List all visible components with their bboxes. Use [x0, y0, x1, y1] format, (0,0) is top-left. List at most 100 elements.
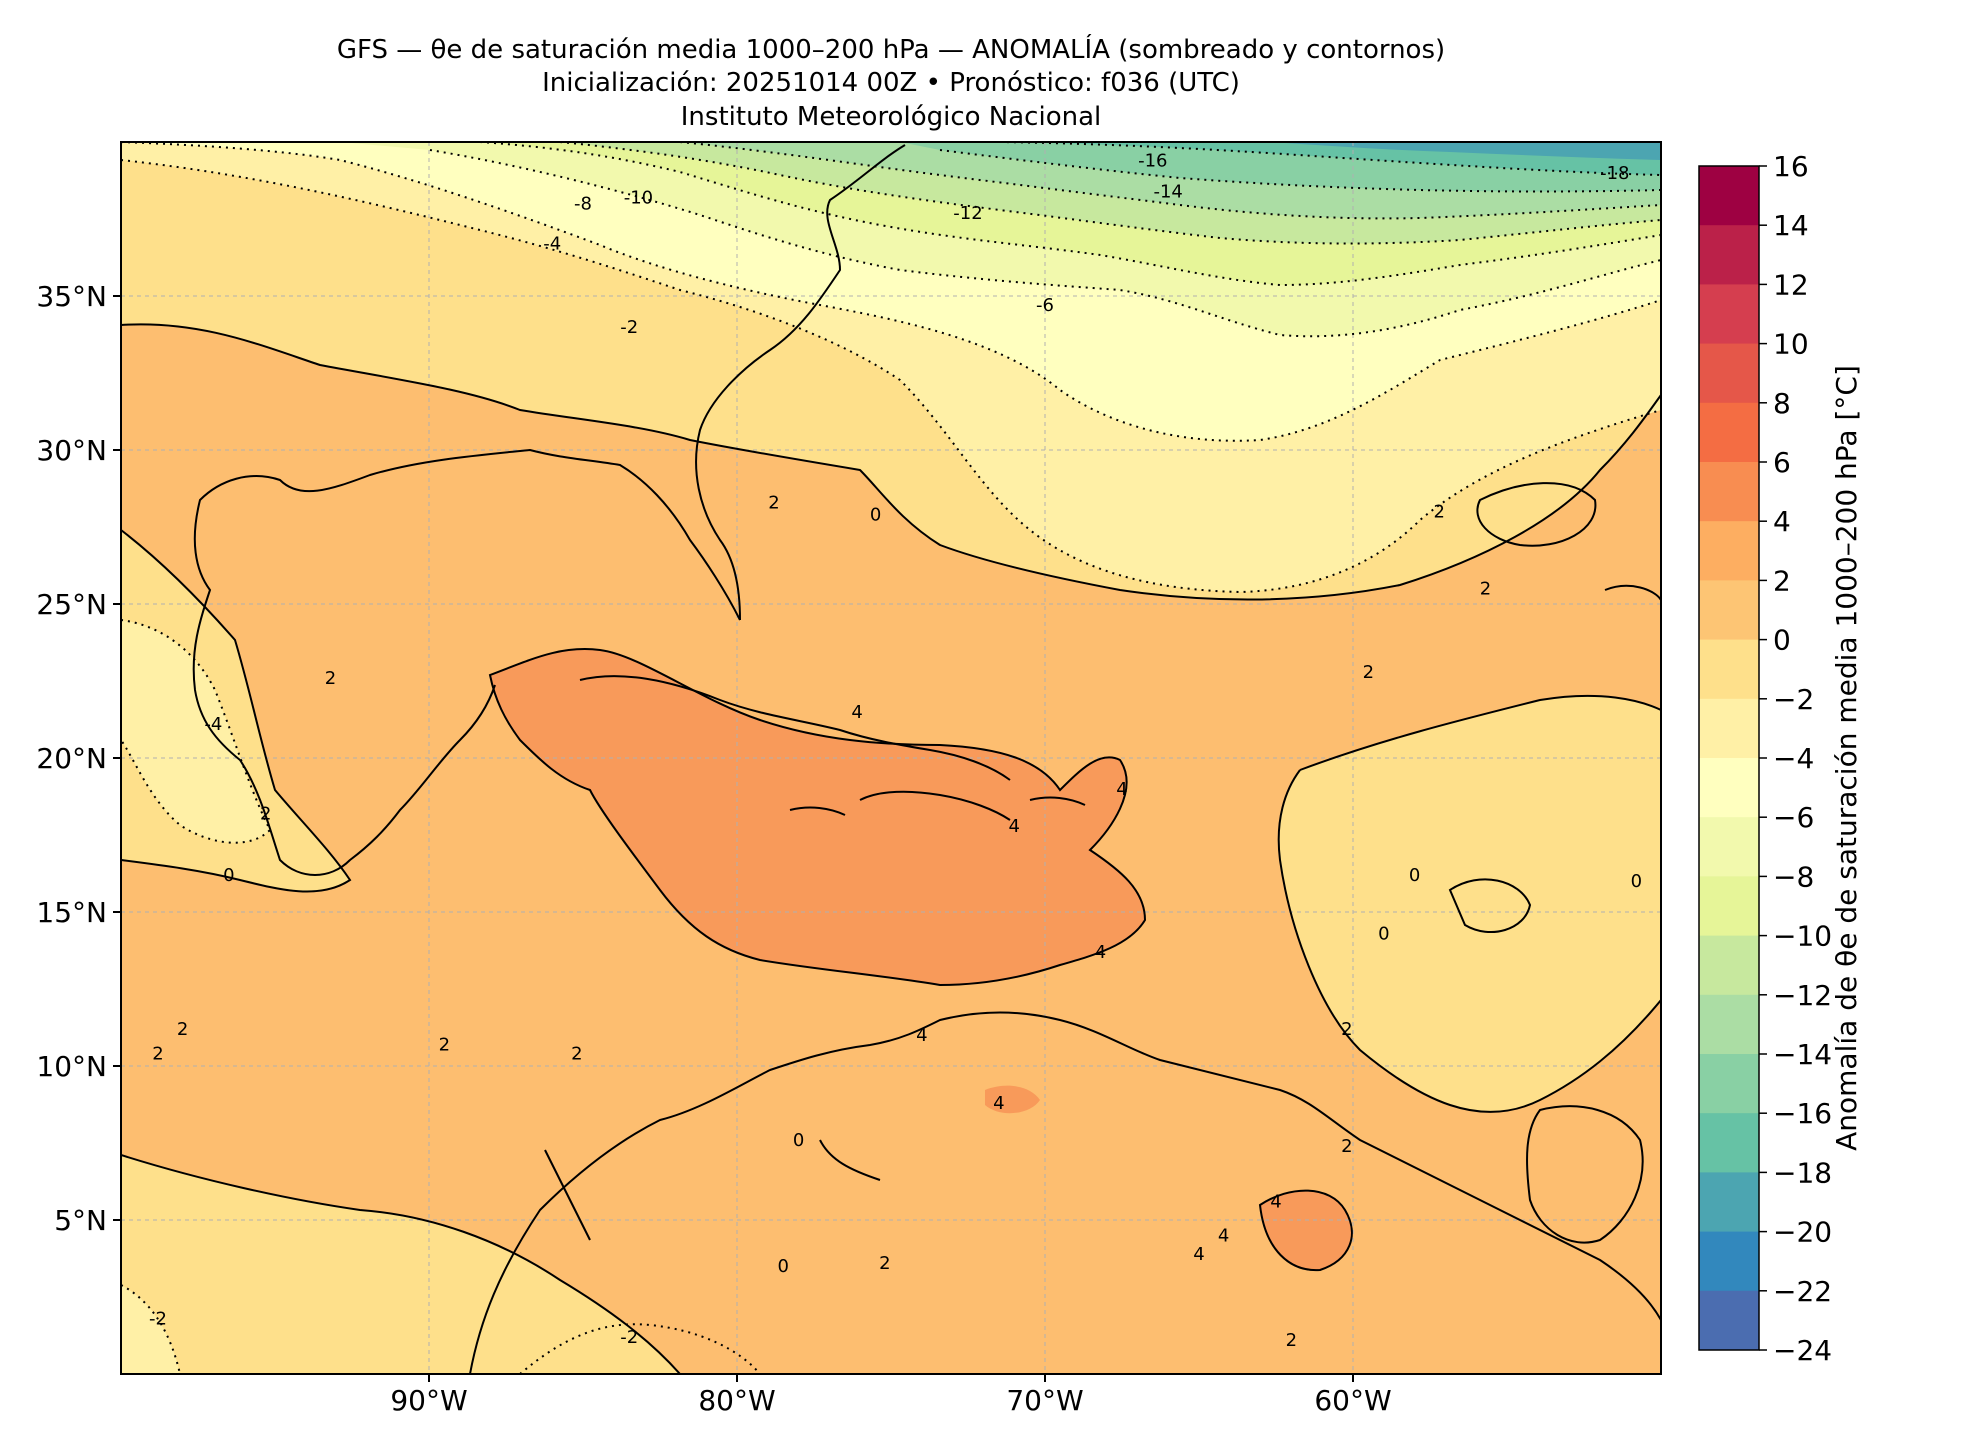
anomaly-band-neg2-0-gulf [121, 620, 270, 843]
contour-label: 4 [1218, 1225, 1229, 1246]
colorbar-tick-label: −16 [1773, 1097, 1832, 1130]
contour-label: 2 [768, 492, 779, 513]
colorbar-segment [1699, 1231, 1759, 1292]
lon-tick-labels: 90°W 80°W 70°W 60°W [390, 1384, 1391, 1417]
contour-label: -18 [1600, 163, 1629, 184]
contour-label: 4 [1008, 816, 1019, 837]
colorbar-tick-label: 14 [1773, 209, 1809, 242]
lon-tick-label: 80°W [698, 1384, 775, 1417]
contour-label: 2 [571, 1044, 582, 1065]
contour-label: -16 [1138, 150, 1167, 171]
lat-tick-labels: 35°N 30°N 25°N 20°N 15°N 10°N 5°N [36, 280, 107, 1237]
colorbar-tick-label: −6 [1773, 801, 1814, 834]
lat-tick-label: 25°N [36, 588, 107, 621]
lon-tick-label: 70°W [1006, 1384, 1083, 1417]
contour-label: -8 [574, 194, 592, 215]
contour-label: 2 [1480, 579, 1491, 600]
anomaly-band-0-2-atlantic [1278, 695, 1661, 1112]
colorbar-tick-label: −4 [1773, 742, 1814, 775]
colorbar-segment [1699, 166, 1759, 226]
contour-label: 2 [1341, 1019, 1352, 1040]
title-line-2: Inicialización: 20251014 00Z • Pronóstic… [542, 68, 1240, 98]
colorbar-segment [1699, 1113, 1759, 1173]
colorbar-segment [1699, 402, 1759, 463]
contour-label: -2 [620, 1327, 638, 1348]
map-panel: -18-16-14-12-10-8-6-4-202 2222-4204444400… [36, 141, 1662, 1417]
anomaly-band-4-6-caribbean [490, 649, 1145, 985]
colorbar-segment [1699, 935, 1759, 996]
colorbar-tick-label: −14 [1773, 1038, 1832, 1071]
contour-label: 0 [223, 865, 234, 886]
contour-label: -2 [149, 1309, 167, 1330]
contour-label: 0 [1409, 865, 1420, 886]
contour-label: 2 [325, 668, 336, 689]
contour-label: 0 [870, 505, 881, 526]
anomaly-band-0-2-pacific [121, 1155, 680, 1374]
contour-label: 0 [1378, 924, 1389, 945]
colorbar-tick-label: −18 [1773, 1156, 1832, 1189]
colorbar-segment [1699, 639, 1759, 700]
contour-label: 2 [1341, 1136, 1352, 1157]
coastlines [192, 144, 1661, 1374]
lat-tick-label: 5°N [54, 1204, 107, 1237]
lat-tick-label: 15°N [36, 896, 107, 929]
contour-label: -6 [1036, 295, 1054, 316]
anomaly-band-4-6-orinoco [1260, 1190, 1352, 1271]
colorbar-segment [1699, 758, 1759, 818]
contour-label: 2 [1363, 662, 1374, 683]
colorbar-segment [1699, 284, 1759, 345]
contour-label: 2 [177, 1019, 188, 1040]
colorbar-ticks: 16 14 12 10 8 6 4 2 0 −2 −4 −6 −8 −10 −12 −14 −16 −18 −20 −… [1759, 150, 1832, 1367]
anomaly-band-4-6-venezuela [985, 1085, 1040, 1114]
contour-label: 4 [1095, 942, 1106, 963]
colorbar-segment [1699, 994, 1759, 1055]
contour-label: 2 [879, 1253, 890, 1274]
lat-ticks [113, 295, 121, 1221]
contour-label: -10 [624, 187, 653, 208]
contour-label: -4 [543, 234, 561, 255]
lon-tick-label: 60°W [1314, 1384, 1391, 1417]
contour-label: 4 [1116, 779, 1127, 800]
lon-ticks [428, 1374, 1354, 1382]
contour-label: -14 [1153, 181, 1182, 202]
colorbar-tick-label: 4 [1773, 505, 1791, 538]
contour-label: 2 [260, 803, 271, 824]
contour-label: 4 [1193, 1244, 1204, 1265]
colorbar-tick-label: 10 [1773, 328, 1809, 361]
negative-contours [121, 142, 1661, 1374]
colorbar-segment [1699, 343, 1759, 404]
contour-label: -4 [204, 714, 222, 735]
lon-tick-label: 90°W [390, 1384, 467, 1417]
colorbar-segment [1699, 462, 1759, 522]
contour-label: 2 [439, 1034, 450, 1055]
colorbar-segment [1699, 1054, 1759, 1114]
contour-label: 2 [152, 1044, 163, 1065]
colorbar-tick-label: 8 [1773, 387, 1791, 420]
contour-label: 4 [993, 1093, 1004, 1114]
colorbar-segment [1699, 817, 1759, 877]
contour-label: 4 [1270, 1192, 1281, 1213]
contour-label: 2 [1434, 502, 1445, 523]
contour-label: 4 [851, 702, 862, 723]
contour-label: 4 [916, 1025, 927, 1046]
contour-label: -2 [620, 317, 638, 338]
anomaly-band-neg18-neg16 [1270, 142, 1661, 160]
lat-tick-label: 35°N [36, 280, 107, 313]
colorbar-segment [1699, 1172, 1759, 1233]
contour-labels: -18-16-14-12-10-8-6-4-202 2222-4204444400… [149, 150, 1642, 1351]
lat-tick-label: 30°N [36, 434, 107, 467]
colorbar-segment [1699, 876, 1759, 937]
colorbar-tick-label: −20 [1773, 1216, 1832, 1249]
contour-label: 0 [777, 1256, 788, 1277]
colorbar-tick-label: −10 [1773, 920, 1832, 953]
lat-tick-label: 20°N [36, 742, 107, 775]
colorbar-tick-label: −2 [1773, 683, 1814, 716]
title-line-3: Instituto Meteorológico Nacional [681, 102, 1101, 132]
lat-tick-label: 10°N [36, 1050, 107, 1083]
colorbar: 16 14 12 10 8 6 4 2 0 −2 −4 −6 −8 −10 −12 −14 −16 −18 −20 −… [1698, 150, 1863, 1367]
colorbar-tick-label: 12 [1773, 268, 1809, 301]
contour-label: 2 [1286, 1330, 1297, 1351]
contour-label: 0 [793, 1130, 804, 1151]
colorbar-tick-label: −24 [1773, 1334, 1832, 1367]
